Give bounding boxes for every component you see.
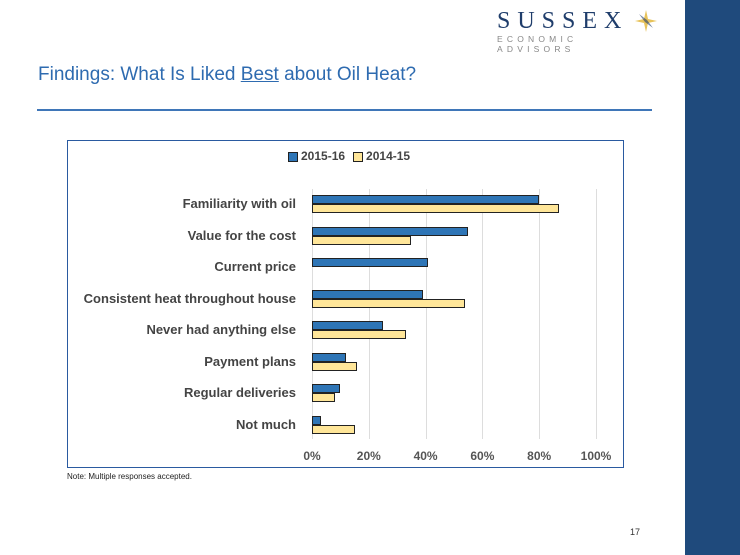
x-tick-label: 40%: [413, 449, 438, 463]
category-label: Never had anything else: [146, 322, 296, 337]
bar-chart: 2015-16 2014-15 0% 20% 40% 60% 80% 100% Famili…: [67, 140, 624, 468]
bar-2014-15: [312, 361, 358, 371]
x-tick-label: 80%: [527, 449, 552, 463]
page-number: 17: [630, 527, 641, 537]
gridline: [539, 189, 541, 439]
legend-item-2: 2014-15: [353, 149, 410, 163]
gridline: [425, 189, 427, 439]
page-title: Findings: What Is Liked Best about Oil H…: [38, 64, 416, 86]
x-tick-label: 100%: [580, 449, 612, 463]
x-tick-label: 60%: [470, 449, 495, 463]
x-tick-label: 0%: [303, 449, 321, 463]
bar-2014-15: [312, 424, 355, 434]
x-tick-label: 20%: [356, 449, 381, 463]
category-label: Familiarity with oil: [182, 196, 296, 211]
bar-2014-15: [312, 235, 412, 245]
category-label: Consistent heat throughout house: [83, 290, 296, 306]
bar-2014-15: [312, 393, 335, 402]
bar-2015-16: [312, 321, 383, 330]
logo-subtitle: ECONOMIC ADVISORS: [497, 34, 578, 54]
gridline: [482, 189, 484, 439]
gridline: [312, 189, 313, 439]
bar-2015-16: [312, 352, 347, 362]
category-label: Value for the cost: [187, 227, 296, 243]
legend: 2015-16 2014-15: [288, 149, 410, 163]
title-emphasis: Best: [240, 64, 279, 85]
sidebar-band: [685, 0, 740, 555]
category-label: Payment plans: [204, 353, 296, 369]
title-suffix: about Oil Heat?: [278, 64, 417, 85]
bar-2015-16: [312, 415, 321, 425]
title-prefix: Findings: What Is Liked: [38, 64, 241, 85]
bar-2015-16: [312, 195, 540, 204]
legend-item-1: 2015-16: [288, 149, 345, 163]
bar-2015-16: [312, 289, 423, 299]
title-divider: [37, 109, 652, 111]
bar-2015-16: [312, 258, 429, 267]
compass-star-icon: [635, 10, 657, 32]
gridline: [596, 189, 597, 439]
bar-2014-15: [312, 204, 560, 213]
category-label: Regular deliveries: [184, 385, 296, 400]
category-label: Not much: [236, 416, 296, 432]
footnote: Note: Multiple responses accepted.: [67, 472, 192, 481]
logo-name: SUSSEX: [497, 8, 629, 34]
bar-2014-15: [312, 298, 466, 308]
bar-2015-16: [312, 226, 469, 236]
category-label: Current price: [214, 259, 296, 274]
logo: SUSSEX ECONOMIC ADVISORS: [497, 8, 657, 54]
bar-2015-16: [312, 384, 341, 393]
gridline: [368, 189, 370, 439]
bar-2014-15: [312, 330, 406, 339]
